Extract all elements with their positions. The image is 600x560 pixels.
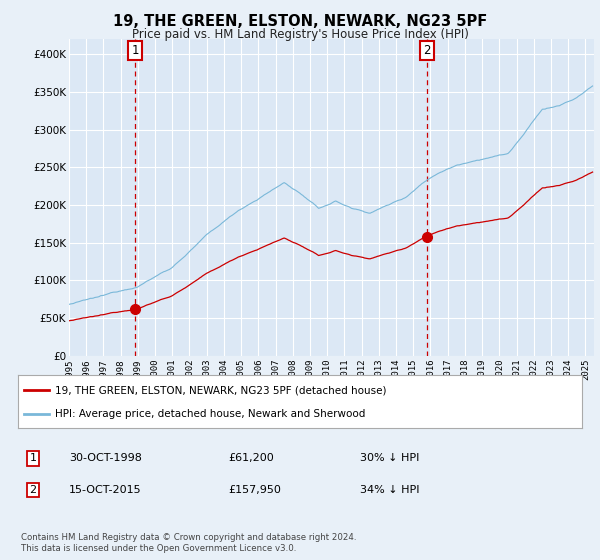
Text: HPI: Average price, detached house, Newark and Sherwood: HPI: Average price, detached house, Newa… bbox=[55, 408, 365, 418]
Text: 30-OCT-1998: 30-OCT-1998 bbox=[69, 453, 142, 463]
Text: Price paid vs. HM Land Registry's House Price Index (HPI): Price paid vs. HM Land Registry's House … bbox=[131, 28, 469, 41]
Text: 2: 2 bbox=[29, 485, 37, 495]
Text: 19, THE GREEN, ELSTON, NEWARK, NG23 5PF: 19, THE GREEN, ELSTON, NEWARK, NG23 5PF bbox=[113, 14, 487, 29]
Text: £157,950: £157,950 bbox=[228, 485, 281, 495]
Text: 34% ↓ HPI: 34% ↓ HPI bbox=[360, 485, 419, 495]
Text: 2: 2 bbox=[423, 44, 431, 57]
Text: £61,200: £61,200 bbox=[228, 453, 274, 463]
Text: Contains HM Land Registry data © Crown copyright and database right 2024.
This d: Contains HM Land Registry data © Crown c… bbox=[21, 533, 356, 553]
Text: 19, THE GREEN, ELSTON, NEWARK, NG23 5PF (detached house): 19, THE GREEN, ELSTON, NEWARK, NG23 5PF … bbox=[55, 385, 386, 395]
Text: 15-OCT-2015: 15-OCT-2015 bbox=[69, 485, 142, 495]
Text: 30% ↓ HPI: 30% ↓ HPI bbox=[360, 453, 419, 463]
Text: 1: 1 bbox=[131, 44, 139, 57]
Text: 1: 1 bbox=[29, 453, 37, 463]
